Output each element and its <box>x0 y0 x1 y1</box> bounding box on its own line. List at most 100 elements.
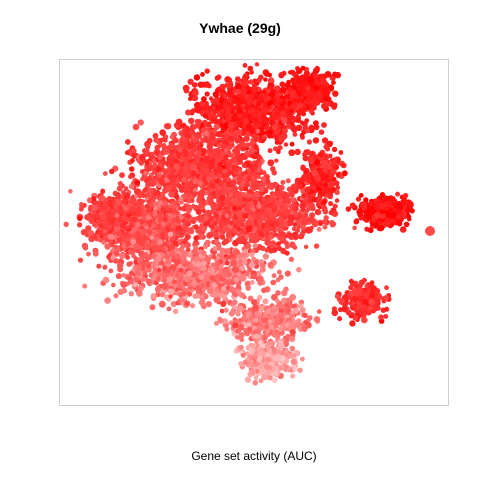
data-point <box>245 285 251 291</box>
data-point <box>188 96 193 102</box>
data-point <box>267 197 274 204</box>
data-point <box>253 375 259 381</box>
data-point <box>151 244 158 251</box>
data-point <box>402 192 409 199</box>
data-point <box>240 97 246 104</box>
data-point <box>226 144 233 151</box>
data-point <box>235 76 241 82</box>
data-point <box>159 129 166 136</box>
data-point <box>193 95 199 101</box>
data-point <box>224 213 230 219</box>
data-point <box>170 236 175 241</box>
data-point <box>229 182 234 187</box>
data-point <box>251 343 257 349</box>
data-point <box>266 133 273 139</box>
data-point <box>322 209 329 215</box>
data-point <box>102 276 110 284</box>
data-point <box>260 176 266 182</box>
data-point <box>246 113 252 119</box>
data-point <box>101 240 107 245</box>
data-point <box>121 273 126 278</box>
data-point <box>203 122 208 127</box>
data-point <box>171 183 177 188</box>
data-point <box>271 273 277 279</box>
data-point <box>202 157 210 164</box>
data-point <box>146 199 152 204</box>
data-point <box>219 234 226 240</box>
data-point <box>265 356 272 363</box>
data-point <box>96 263 102 269</box>
data-point <box>274 135 280 141</box>
data-point <box>260 113 267 120</box>
data-point <box>217 317 224 324</box>
data-point <box>226 206 232 211</box>
data-point <box>294 322 301 328</box>
data-point <box>220 202 225 207</box>
data-point <box>190 163 197 170</box>
data-point <box>216 173 222 179</box>
data-point <box>174 273 180 278</box>
data-point <box>237 113 243 119</box>
data-point <box>131 148 137 154</box>
data-point <box>302 312 308 319</box>
data-point <box>194 122 201 129</box>
data-point <box>285 297 292 304</box>
data-point <box>276 269 282 275</box>
data-point <box>196 197 203 204</box>
data-point <box>203 221 209 227</box>
data-point <box>301 325 308 332</box>
data-point <box>279 355 286 362</box>
data-point <box>192 240 199 246</box>
data-point <box>113 293 119 299</box>
data-point <box>145 214 152 221</box>
data-point <box>185 220 192 227</box>
data-point <box>203 294 209 300</box>
data-point <box>228 82 234 88</box>
data-point <box>147 267 152 273</box>
data-point <box>183 275 191 283</box>
data-point <box>332 90 339 97</box>
data-point <box>267 148 273 154</box>
data-point <box>277 145 283 151</box>
data-point <box>183 131 190 139</box>
data-point <box>238 361 244 367</box>
data-point <box>194 105 201 111</box>
data-point <box>253 136 259 143</box>
data-point <box>349 202 356 209</box>
data-point <box>127 249 133 255</box>
data-point <box>290 310 295 315</box>
data-point <box>176 151 182 158</box>
data-point <box>218 269 223 275</box>
data-point <box>180 250 187 257</box>
data-point <box>225 232 232 239</box>
data-point <box>250 183 256 189</box>
data-point <box>93 249 98 254</box>
data-point <box>249 107 256 114</box>
data-point <box>242 63 248 68</box>
data-point <box>179 137 185 143</box>
data-point <box>130 158 135 163</box>
data-point <box>154 189 161 196</box>
data-point <box>257 166 262 171</box>
data-point <box>251 256 257 262</box>
data-point <box>240 152 245 158</box>
data-point <box>306 317 311 322</box>
data-point <box>261 170 267 176</box>
data-point <box>197 144 202 150</box>
data-point <box>130 238 137 245</box>
data-point <box>188 117 195 125</box>
data-point <box>273 111 280 117</box>
data-point <box>223 188 229 195</box>
chart-title: Ywhae (29g) <box>199 20 281 36</box>
data-point <box>175 225 182 232</box>
data-point <box>224 326 230 332</box>
data-point <box>279 81 286 88</box>
data-point <box>174 253 181 260</box>
data-point <box>219 308 225 314</box>
data-point <box>256 87 262 92</box>
data-point <box>266 85 272 91</box>
data-point <box>237 259 243 265</box>
data-point <box>279 110 287 117</box>
data-point <box>206 138 212 144</box>
data-point <box>308 228 313 234</box>
